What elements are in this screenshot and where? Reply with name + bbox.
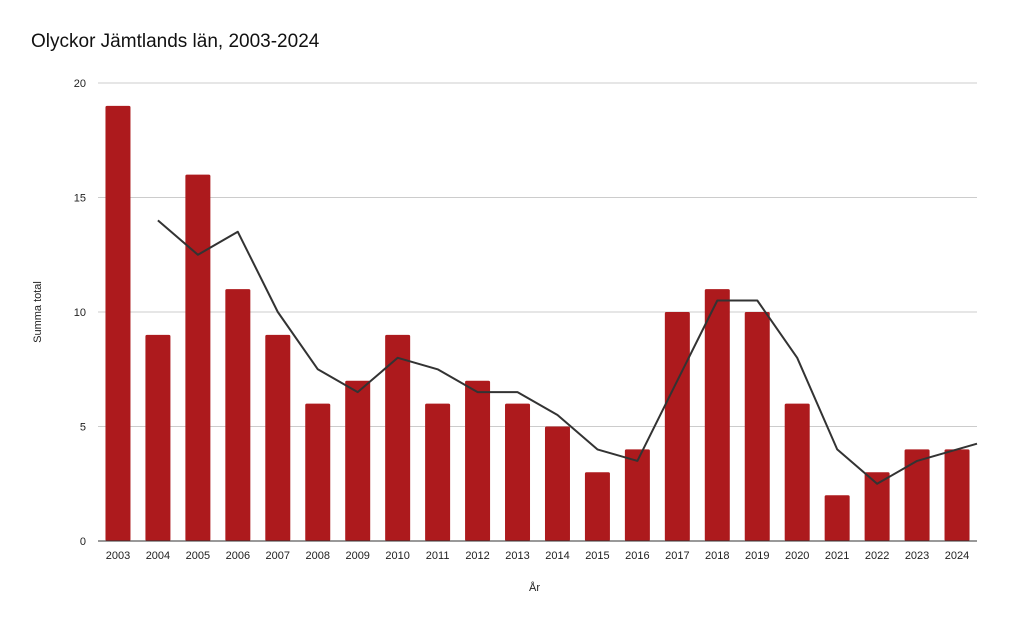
bar	[305, 403, 331, 541]
x-tick-label: 2008	[306, 550, 330, 562]
x-tick-label: 2016	[625, 550, 649, 562]
bar	[704, 289, 730, 541]
chart-title: Olyckor Jämtlands län, 2003-2024	[31, 31, 320, 52]
x-tick-label: 2014	[545, 550, 569, 562]
bar	[824, 495, 850, 541]
bar	[944, 449, 970, 541]
x-tick-label: 2023	[905, 550, 929, 562]
bar	[425, 403, 451, 541]
bar	[465, 380, 491, 541]
y-tick-label: 0	[80, 536, 86, 548]
x-tick-label: 2013	[505, 550, 529, 562]
x-tick-label: 2022	[865, 550, 889, 562]
x-tick-label: 2006	[226, 550, 250, 562]
x-tick-label: 2011	[426, 550, 450, 562]
x-tick-label: 2007	[266, 550, 290, 562]
bar	[664, 312, 690, 541]
bar	[505, 403, 531, 541]
x-tick-label: 2010	[385, 550, 409, 562]
y-tick-label: 15	[74, 193, 86, 205]
x-axis-label: År	[529, 581, 540, 594]
x-tick-label: 2012	[465, 550, 489, 562]
trend-line	[157, 219, 978, 485]
bar	[624, 449, 650, 541]
bar	[105, 105, 131, 542]
x-tick-label: 2015	[585, 550, 609, 562]
bar	[744, 312, 770, 541]
x-tick-label: 2020	[785, 550, 809, 562]
y-tick-label: 10	[74, 307, 86, 319]
bar	[145, 334, 171, 541]
x-tick-label: 2004	[146, 550, 170, 562]
bar	[345, 380, 371, 541]
y-tick-label: 5	[80, 422, 86, 434]
x-tick-label: 2019	[745, 550, 769, 562]
bar	[784, 403, 810, 541]
bar	[904, 449, 930, 541]
bar	[864, 472, 890, 541]
x-tick-label: 2024	[945, 550, 969, 562]
bar	[225, 289, 251, 541]
x-tick-label: 2005	[186, 550, 210, 562]
x-tick-label: 2017	[665, 550, 689, 562]
x-tick-label: 2021	[825, 550, 849, 562]
y-axis-label: Summa total	[32, 281, 44, 343]
bar	[185, 174, 211, 541]
bar	[584, 472, 610, 541]
y-tick-label: 20	[74, 78, 86, 90]
bar	[385, 334, 411, 541]
x-tick-label: 2003	[106, 550, 130, 562]
x-tick-label: 2018	[705, 550, 729, 562]
bar	[265, 334, 291, 541]
x-tick-label: 2009	[345, 550, 369, 562]
bar	[544, 426, 570, 541]
